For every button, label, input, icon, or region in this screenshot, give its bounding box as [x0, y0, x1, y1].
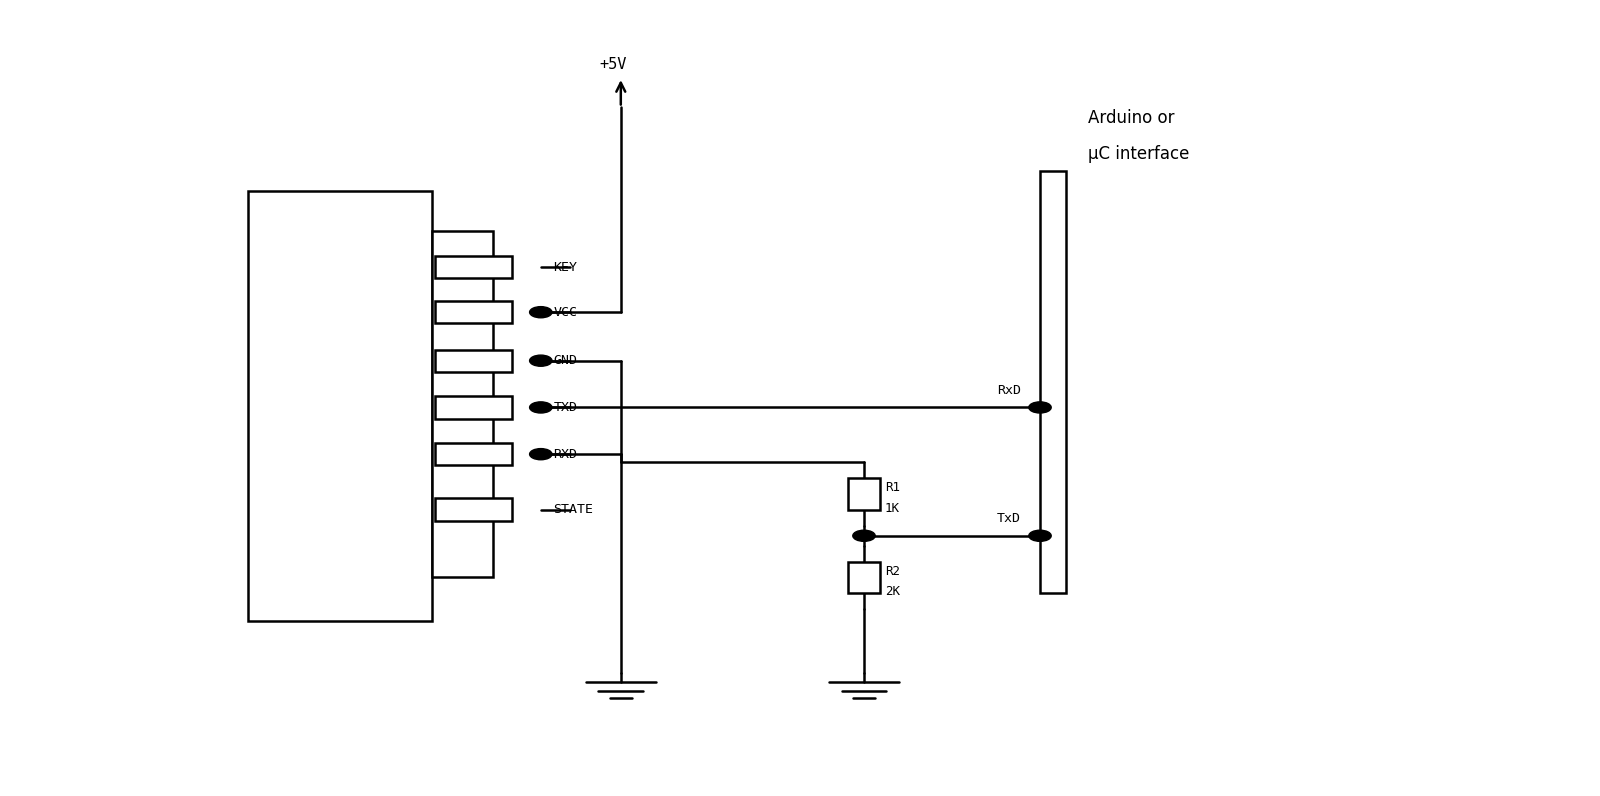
- Text: STATE: STATE: [554, 503, 594, 516]
- Circle shape: [1029, 530, 1051, 541]
- Text: Arduino or: Arduino or: [1088, 109, 1174, 127]
- Bar: [435, 349, 512, 372]
- Text: +5V: +5V: [598, 57, 627, 72]
- Circle shape: [530, 306, 552, 318]
- Circle shape: [530, 355, 552, 366]
- Text: TXD: TXD: [554, 401, 578, 414]
- Circle shape: [530, 402, 552, 413]
- Bar: [435, 301, 512, 323]
- Bar: [1040, 171, 1066, 593]
- Text: VCC: VCC: [554, 306, 578, 318]
- Text: GND: GND: [554, 354, 578, 367]
- Circle shape: [853, 530, 875, 541]
- Text: RXD: RXD: [554, 447, 578, 461]
- Text: μC interface: μC interface: [1088, 145, 1189, 163]
- Text: TxD: TxD: [997, 513, 1021, 525]
- Bar: [432, 231, 493, 577]
- Bar: [435, 256, 512, 279]
- Text: KEY: KEY: [554, 261, 578, 274]
- Text: R1: R1: [885, 481, 899, 494]
- Bar: [848, 562, 880, 594]
- Bar: [248, 191, 432, 621]
- Bar: [435, 443, 512, 466]
- Text: 1K: 1K: [885, 501, 899, 515]
- Text: 2K: 2K: [885, 585, 899, 599]
- Bar: [435, 396, 512, 419]
- Circle shape: [1029, 402, 1051, 413]
- Bar: [848, 478, 880, 510]
- Text: R2: R2: [885, 564, 899, 578]
- Circle shape: [530, 449, 552, 460]
- Bar: [435, 498, 512, 521]
- Text: RxD: RxD: [997, 384, 1021, 397]
